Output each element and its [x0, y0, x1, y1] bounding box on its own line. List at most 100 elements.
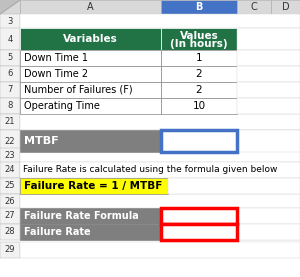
Text: Failure Rate: Failure Rate [24, 227, 91, 237]
Bar [237, 130, 300, 152]
Bar [0, 148, 20, 164]
Bar [161, 50, 237, 66]
Bar [0, 82, 20, 98]
Bar [161, 208, 237, 224]
Text: 21: 21 [5, 117, 15, 127]
Bar [20, 98, 161, 114]
Text: 4: 4 [8, 35, 13, 43]
Bar [20, 28, 300, 50]
Bar [271, 0, 300, 14]
Bar [237, 66, 300, 82]
Text: 3.5: 3.5 [187, 135, 211, 147]
Bar [20, 148, 300, 164]
Bar [0, 0, 20, 14]
Bar [20, 66, 161, 82]
Bar [20, 28, 161, 50]
Text: 25: 25 [5, 181, 15, 191]
Bar [20, 208, 300, 224]
Bar [237, 50, 300, 66]
Bar [20, 98, 300, 114]
Bar [237, 0, 271, 14]
Text: Number of Failures (F): Number of Failures (F) [24, 85, 133, 95]
Bar [0, 224, 20, 240]
Bar [20, 130, 300, 152]
Bar [0, 208, 20, 224]
Bar [161, 98, 237, 114]
Text: Values: Values [180, 31, 218, 41]
Bar [20, 242, 300, 258]
Bar [161, 224, 237, 240]
Bar [20, 162, 300, 178]
Bar [0, 114, 20, 130]
Bar [20, 66, 300, 82]
Bar [161, 130, 237, 152]
Bar [20, 0, 161, 14]
Bar [0, 162, 20, 178]
Bar [20, 178, 300, 194]
Text: Failure Rate is calculated using the formula given below: Failure Rate is calculated using the for… [23, 165, 278, 175]
Bar [0, 66, 20, 82]
Bar [20, 194, 300, 210]
Bar [20, 178, 168, 194]
Text: 7: 7 [7, 86, 13, 94]
Bar [237, 208, 300, 224]
Text: 8: 8 [7, 101, 13, 111]
Text: D: D [282, 2, 289, 12]
Bar [161, 28, 237, 50]
Text: 0.28571: 0.28571 [174, 227, 224, 237]
Text: Failure Rate Formula: Failure Rate Formula [24, 211, 139, 221]
Bar [0, 130, 20, 152]
Bar [237, 224, 300, 240]
Text: Down Time 1: Down Time 1 [24, 53, 88, 63]
Bar [161, 0, 237, 14]
Text: 22: 22 [5, 137, 15, 145]
Bar [168, 178, 300, 194]
Text: Down Time 2: Down Time 2 [24, 69, 88, 79]
Text: 24: 24 [5, 165, 15, 175]
Bar [237, 28, 300, 50]
Bar [20, 50, 161, 66]
Bar [20, 82, 161, 98]
Text: 27: 27 [5, 212, 15, 220]
Bar [161, 66, 237, 82]
Bar [20, 114, 300, 130]
Text: =1/B22: =1/B22 [165, 211, 207, 221]
Bar [20, 82, 300, 98]
Text: MTBF: MTBF [24, 136, 58, 146]
Text: B: B [195, 2, 203, 12]
Text: Operating Time: Operating Time [24, 101, 100, 111]
Bar [0, 242, 20, 258]
Text: 23: 23 [5, 152, 15, 160]
Bar [237, 98, 300, 114]
Bar [20, 224, 161, 240]
Bar [20, 50, 300, 66]
Text: 10: 10 [192, 101, 206, 111]
Bar [0, 14, 20, 30]
Bar [20, 14, 300, 30]
Bar [0, 98, 20, 114]
Text: (In hours): (In hours) [170, 39, 228, 49]
Text: A: A [87, 2, 94, 12]
Text: Variables: Variables [63, 34, 118, 44]
Polygon shape [0, 0, 20, 14]
Text: 26: 26 [5, 198, 15, 206]
Text: 28: 28 [5, 227, 15, 237]
Text: C: C [250, 2, 257, 12]
Text: 29: 29 [5, 245, 15, 255]
Text: 2: 2 [196, 85, 202, 95]
Text: 1: 1 [196, 53, 202, 63]
Bar [0, 28, 20, 50]
Bar [237, 82, 300, 98]
Text: Failure Rate = 1 / MTBF: Failure Rate = 1 / MTBF [24, 181, 162, 191]
Bar [20, 208, 161, 224]
Bar [0, 178, 20, 194]
Bar [161, 82, 237, 98]
Text: 5: 5 [8, 53, 13, 63]
Bar [20, 224, 300, 240]
Bar [20, 130, 161, 152]
Bar [20, 162, 300, 178]
Bar [0, 194, 20, 210]
Bar [0, 50, 20, 66]
Text: 2: 2 [196, 69, 202, 79]
Text: 3: 3 [7, 17, 13, 27]
